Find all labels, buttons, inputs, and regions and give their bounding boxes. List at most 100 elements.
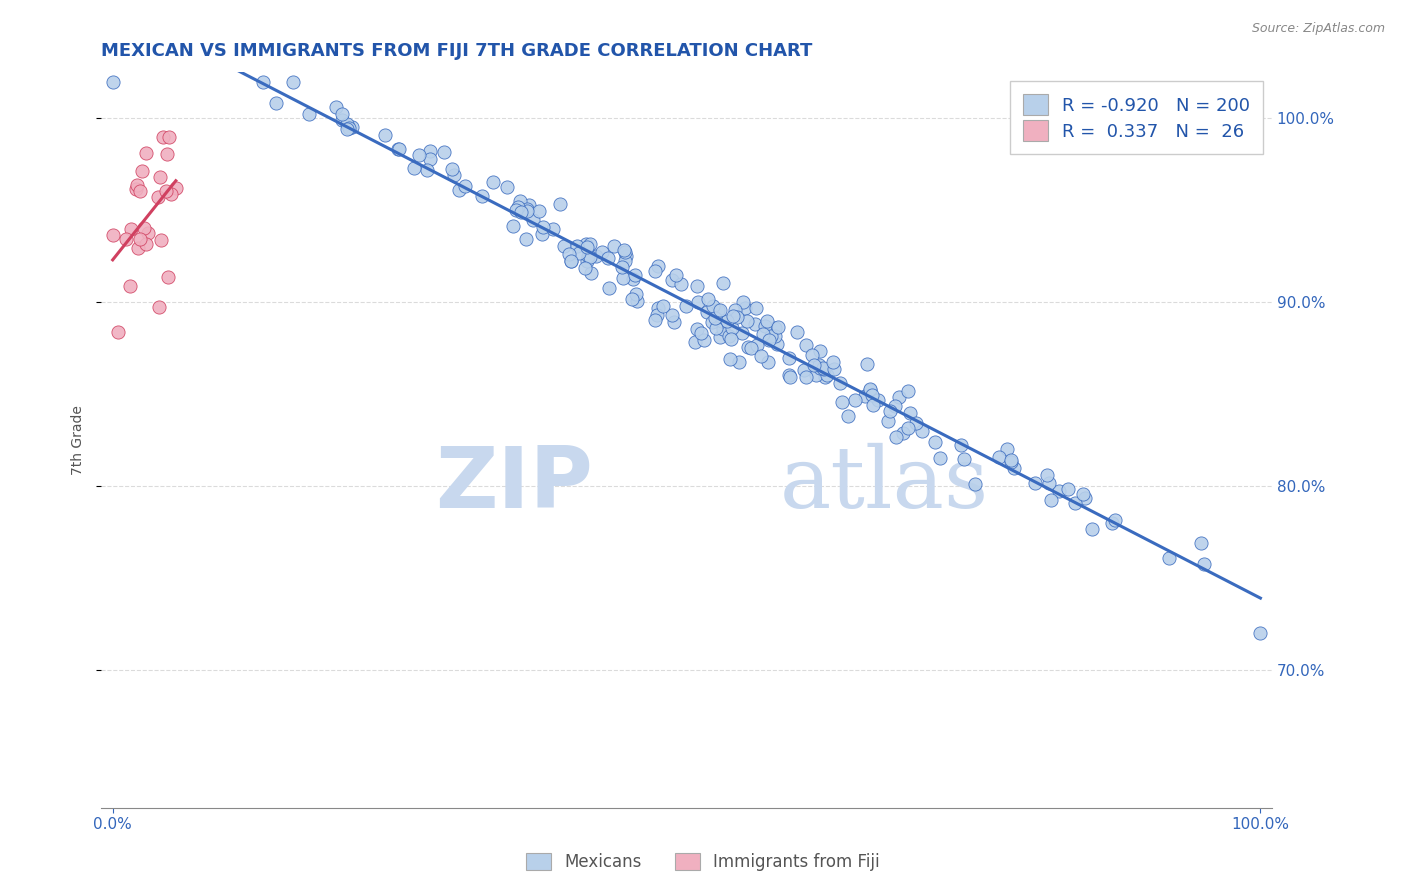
Point [149, 233, 172, 247]
Point [330, 107, 353, 121]
Point [614, 244, 637, 259]
Point [519, 198, 541, 212]
Point [620, 293, 643, 307]
Point [929, 451, 952, 466]
Point [651, 299, 673, 313]
Point [1000, 455, 1022, 469]
Point [402, 161, 425, 176]
Point [823, 362, 845, 376]
Point [125, 182, 148, 196]
Point [794, 370, 817, 384]
Point [703, 310, 725, 325]
Point [522, 213, 544, 227]
Point [443, 168, 465, 182]
Point [325, 100, 347, 114]
Point [510, 204, 533, 219]
Point [803, 358, 825, 372]
Point [786, 325, 808, 339]
Point [408, 148, 430, 162]
Point [1104, 513, 1126, 527]
Point [696, 305, 718, 319]
Point [1192, 557, 1215, 571]
Point [859, 384, 882, 398]
Point [665, 268, 688, 283]
Point [877, 415, 900, 429]
Point [686, 322, 709, 336]
Point [101, 227, 124, 242]
Point [624, 268, 647, 282]
Point [897, 384, 920, 398]
Point [814, 370, 837, 384]
Point [156, 147, 179, 161]
Point [808, 343, 831, 358]
Point [910, 425, 932, 439]
Point [1002, 461, 1025, 475]
Point [131, 163, 153, 178]
Point [132, 221, 155, 235]
Point [897, 421, 920, 435]
Point [115, 232, 138, 246]
Text: MEXICAN VS IMMIGRANTS FROM FIJI 7TH GRADE CORRELATION CHART: MEXICAN VS IMMIGRANTS FROM FIJI 7TH GRAD… [101, 42, 813, 60]
Point [152, 129, 174, 144]
Point [661, 273, 683, 287]
Point [578, 250, 600, 264]
Point [419, 144, 441, 158]
Point [853, 389, 876, 403]
Point [454, 179, 477, 194]
Point [675, 299, 697, 313]
Point [579, 266, 602, 280]
Point [661, 308, 683, 322]
Legend: R = -0.920   N = 200, R =  0.337   N =  26: R = -0.920 N = 200, R = 0.337 N = 26 [1010, 81, 1263, 153]
Point [700, 315, 723, 329]
Point [831, 395, 853, 409]
Point [125, 178, 148, 192]
Point [298, 107, 321, 121]
Point [558, 247, 581, 261]
Point [1071, 487, 1094, 501]
Point [963, 477, 986, 491]
Point [778, 368, 800, 382]
Point [614, 249, 637, 263]
Point [621, 272, 644, 286]
Point [576, 254, 599, 268]
Point [763, 321, 786, 335]
Point [924, 434, 946, 449]
Point [148, 300, 170, 314]
Point [879, 404, 901, 418]
Point [568, 246, 591, 260]
Point [740, 341, 762, 355]
Point [837, 409, 859, 424]
Point [591, 245, 613, 260]
Point [731, 326, 754, 341]
Point [136, 226, 159, 240]
Point [1040, 492, 1063, 507]
Point [995, 442, 1018, 456]
Point [281, 74, 304, 88]
Point [337, 120, 360, 135]
Point [374, 128, 396, 142]
Point [768, 319, 790, 334]
Point [823, 355, 845, 369]
Point [724, 303, 747, 318]
Point [731, 295, 754, 310]
Point [165, 181, 187, 195]
Point [686, 279, 709, 293]
Point [987, 450, 1010, 465]
Point [560, 254, 582, 268]
Point [574, 261, 596, 276]
Point [745, 301, 768, 316]
Point [441, 161, 464, 176]
Point [1056, 482, 1078, 496]
Point [575, 240, 598, 254]
Point [693, 333, 716, 347]
Point [759, 328, 782, 343]
Point [898, 406, 921, 420]
Point [735, 314, 758, 328]
Point [157, 129, 180, 144]
Point [1073, 491, 1095, 505]
Point [505, 203, 527, 218]
Point [711, 314, 734, 328]
Point [614, 253, 637, 268]
Point [891, 426, 914, 441]
Point [669, 277, 692, 291]
